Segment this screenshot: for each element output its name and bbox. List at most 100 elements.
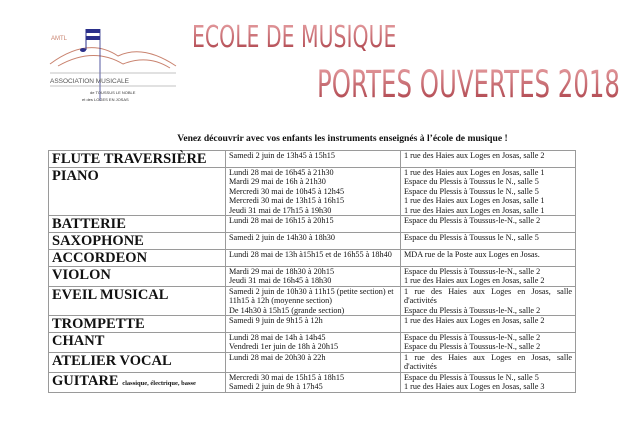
table-row: EVEIL MUSICAL Samedi 2 juin de 10h30 à 11… (48, 285, 576, 317)
location-line: 1 rue des Haies aux Loges en Josas, sall… (404, 205, 545, 215)
location-line: Espace du Plessis à Toussus le N., salle… (404, 233, 539, 243)
location-line: 1 rue des Haies aux Loges en Josas, sall… (404, 316, 545, 326)
amtl-logo: AMTL ASSOCIATION MUSICALE de TOUSSUS LE … (49, 29, 177, 102)
table-row: FLUTE TRAVERSIÈRE Samedi 2 juin de 13h45 … (48, 150, 576, 168)
instrument-label: PIANO (52, 168, 99, 184)
svg-text:ASSOCIATION MUSICALE: ASSOCIATION MUSICALE (50, 78, 130, 85)
location-cell: Espace du Plessis à Toussus le N., salle… (400, 232, 576, 251)
instrument-label: BATTERIE (52, 216, 126, 233)
schedule-cell: Lundi 28 mai de 13h à15h15 et de 16h55 à… (225, 249, 401, 268)
instrument-name: PIANO (48, 166, 226, 217)
location-line: 1 rue des Haies aux Loges en Josas, sall… (404, 196, 545, 206)
location-line: 1 rue des Haies aux Loges en Josas, sall… (404, 382, 545, 392)
instrument-label: ATELIER VOCAL (52, 352, 172, 369)
instrument-note: classique, électrique, basse (122, 379, 196, 387)
location-line: Espace du Plessis à Toussus-le-N., salle… (404, 305, 541, 315)
location-line: 1 rue des Haies aux Loges en Josas, sall… (404, 276, 545, 286)
schedule-cell: Mardi 29 mai de 18h30 à 20h15 Jeudi 31 ma… (225, 266, 401, 287)
schedule-line: Samedi 2 juin de 13h45 à 15h15 (229, 151, 335, 160)
table-row: CHANT Lundi 28 mai de 14h à 14h45 Vendredi… (48, 332, 576, 353)
instrument-name: SAXOPHONE (48, 232, 226, 251)
subtitle: Venez découvrir avec vos enfants les ins… (177, 133, 508, 144)
table-row: VIOLON Mardi 29 mai de 18h30 à 20h15 Jeudi… (48, 266, 576, 287)
location-line: Espace du Plessis à Toussus le N., salle… (404, 372, 539, 382)
instrument-label: ACCORDEON (52, 250, 148, 267)
instrument-label: TROMPETTE (52, 316, 145, 333)
location-cell: Espace du Plessis à Toussus-le-N., salle… (400, 332, 576, 353)
instrument-label: SAXOPHONE (52, 233, 144, 250)
location-cell: Espace du Plessis à Toussus le N., salle… (400, 371, 576, 393)
location-line: Espace du Plessis à Toussus-le-N., salle… (404, 333, 541, 343)
location-cell: Espace du Plessis à Toussus-le-N., salle… (400, 266, 576, 287)
table-row: ATELIER VOCAL Lundi 28 mai de 20h30 à 22h… (48, 351, 576, 373)
instrument-label: EVEIL MUSICAL (52, 286, 169, 303)
schedule-line: Jeudi 31 mai de 17h15 à 19h30 (229, 205, 332, 215)
schedule-cell: Lundi 28 mai de 20h30 à 22h (225, 351, 401, 373)
instrument-name: CHANT (48, 332, 226, 353)
schedule-cell: Lundi 28 mai de 16h45 à 21h30 Mardi 29 ma… (225, 166, 401, 217)
instrument-label: FLUTE TRAVERSIÈRE (52, 151, 207, 167)
instrument-name: BATTERIE (48, 215, 226, 234)
location-cell: 1 rue des Haies aux Loges en Josas, sall… (400, 351, 576, 373)
instrument-name: FLUTE TRAVERSIÈRE (48, 150, 226, 168)
schedule-line: Jeudi 31 mai de 16h45 à 18h30 (229, 276, 332, 286)
schedule-line: Mardi 29 mai de 16h à 21h30 (229, 177, 326, 187)
instrument-name: TROMPETTE (48, 315, 226, 334)
schedule-line: Lundi 28 mai de 14h à 14h45 (229, 333, 326, 343)
schedule-line: Samedi 2 juin de 9h à 17h45 (229, 382, 323, 392)
schedule-cell: Mercredi 30 mai de 15h15 à 18h15 Samedi 2… (225, 371, 401, 393)
instrument-name: VIOLON (48, 266, 226, 287)
location-line: Espace du Plessis à Toussus le N., salle… (404, 186, 539, 196)
instrument-name: ATELIER VOCAL (48, 351, 226, 373)
schedule-cell: Samedi 2 juin de 10h30 à 11h15 (petite s… (225, 285, 401, 317)
schedule-line: Lundi 28 mai de 16h45 à 21h30 (229, 168, 334, 177)
location-line: 1 rue des Haies aux Loges en Josas, sall… (404, 168, 545, 177)
table-row: SAXOPHONE Samedi 2 juin de 14h30 à 18h30 E… (48, 232, 576, 251)
table-row: TROMPETTE Samedi 9 juin de 9h15 à 12h 1 ru… (48, 315, 576, 334)
schedule-cell: Lundi 28 mai de 16h15 à 20h15 (225, 215, 401, 234)
schedule-line: Mercredi 30 mai de 10h45 à 12h45 (229, 186, 345, 196)
schedule-line: Mercredi 30 mai de 13h15 à 16h15 (229, 196, 345, 206)
title-line-1: ECOLE DE MUSIQUE (192, 20, 397, 55)
location-cell: 1 rue des Haies aux Loges en Josas, sall… (400, 285, 576, 317)
instrument-label: VIOLON (52, 267, 111, 284)
location-cell: Espace du Plessis à Toussus-le-N., salle… (400, 215, 576, 234)
schedule-cell: Lundi 28 mai de 14h à 14h45 Vendredi 1er … (225, 332, 401, 353)
location-cell: MDA rue de la Poste aux Loges en Josas. (400, 249, 576, 268)
schedule-line: Samedi 2 juin de 10h30 à 11h15 (petite s… (229, 286, 394, 306)
schedule-cell: Samedi 9 juin de 9h15 à 12h (225, 315, 401, 334)
schedule-line: Samedi 9 juin de 9h15 à 12h (229, 316, 323, 326)
location-line: Espace du Plessis à Toussus-le-N., salle… (404, 342, 541, 352)
svg-text:et des LOGES EN JOSAS: et des LOGES EN JOSAS (82, 97, 129, 102)
schedule-line: De 14h30 à 15h15 (grande section) (229, 305, 345, 315)
instrument-name: GUITARE classique, électrique, basse (48, 371, 226, 393)
schedule-line: Samedi 2 juin de 14h30 à 18h30 (229, 233, 335, 243)
schedule-cell: Samedi 2 juin de 13h45 à 15h15 (225, 150, 401, 168)
schedule-cell: Samedi 2 juin de 14h30 à 18h30 (225, 232, 401, 251)
location-cell: 1 rue des Haies aux Loges en Josas, sall… (400, 315, 576, 334)
schedule-line: Mercredi 30 mai de 15h15 à 18h15 (229, 372, 345, 382)
schedule-line: Lundi 28 mai de 20h30 à 22h (229, 352, 326, 362)
table-row: PIANO Lundi 28 mai de 16h45 à 21h30 Mardi … (48, 166, 576, 217)
schedule-table: FLUTE TRAVERSIÈRE Samedi 2 juin de 13h45 … (48, 150, 576, 393)
location-line: Espace du Plessis à Toussus le N., salle… (404, 177, 539, 187)
instrument-label: CHANT (52, 333, 105, 350)
location-cell: 1 rue des Haies aux Loges en Josas, sall… (400, 150, 576, 168)
table-row: ACCORDEON Lundi 28 mai de 13h à15h15 et d… (48, 249, 576, 268)
schedule-line: Lundi 28 mai de 13h à15h15 et de 16h55 à… (229, 250, 392, 260)
table-row: GUITARE classique, électrique, basse Merc… (48, 371, 576, 393)
location-cell: 1 rue des Haies aux Loges en Josas, sall… (400, 166, 576, 217)
instrument-label: GUITARE (52, 372, 119, 389)
location-line: Espace du Plessis à Toussus-le-N., salle… (404, 216, 541, 226)
location-line: 1 rue des Haies aux Loges en Josas, sall… (404, 151, 545, 160)
svg-text:AMTL: AMTL (51, 36, 68, 42)
schedule-line: Lundi 28 mai de 16h15 à 20h15 (229, 216, 334, 226)
instrument-name: EVEIL MUSICAL (48, 285, 226, 317)
instrument-name: ACCORDEON (48, 249, 226, 268)
schedule-line: Vendredi 1er juin de 18h à 20h15 (229, 342, 339, 352)
location-line: 1 rue des Haies aux Loges en Josas, sall… (404, 286, 572, 306)
location-line: Espace du Plessis à Toussus-le-N., salle… (404, 267, 541, 277)
schedule-line: Mardi 29 mai de 18h30 à 20h15 (229, 267, 335, 277)
title-line-2: PORTES OUVERTES 2018 (317, 63, 620, 106)
location-line: MDA rue de la Poste aux Loges en Josas. (404, 250, 540, 260)
